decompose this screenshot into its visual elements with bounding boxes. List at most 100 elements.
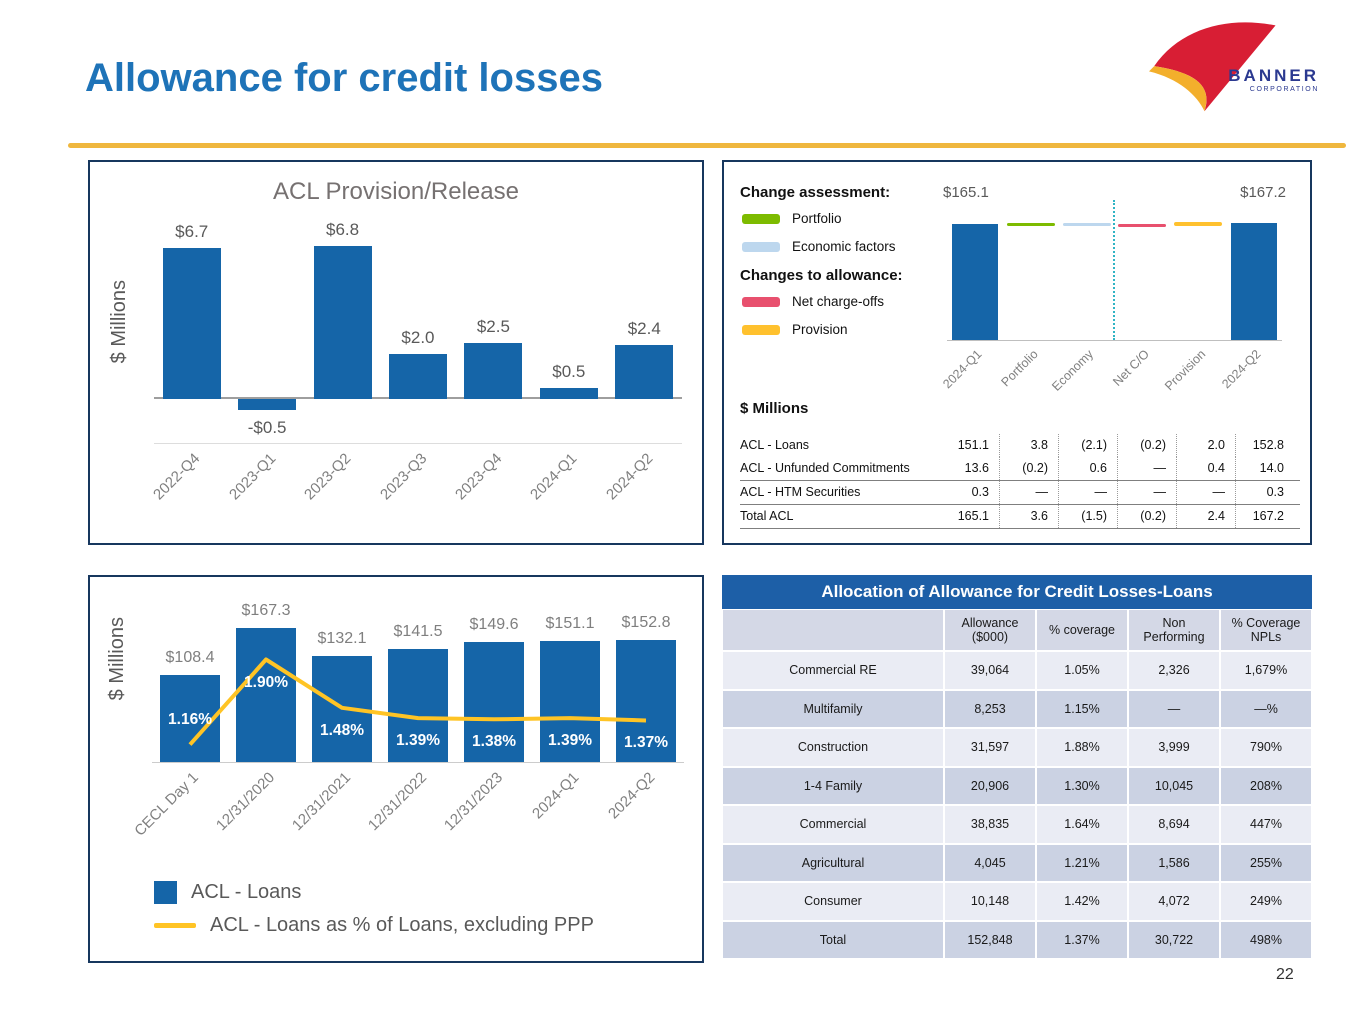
waterfall-start-label: $165.1 bbox=[943, 184, 989, 201]
row-label: Total ACL bbox=[740, 509, 794, 523]
table-cell: 4,072 bbox=[1128, 882, 1220, 921]
x-slot: 2024-Q2 bbox=[603, 446, 682, 536]
table-cell: 255% bbox=[1220, 843, 1312, 882]
bar-slot: -$0.5 bbox=[229, 222, 304, 444]
row-label: ACL - HTM Securities bbox=[740, 485, 861, 499]
table-cell: 0.3 bbox=[1235, 481, 1294, 504]
y-axis-label: $ Millions bbox=[106, 617, 128, 701]
table-cell: 167.2 bbox=[1235, 505, 1294, 528]
x-axis-label: 2023-Q4 bbox=[452, 450, 506, 504]
x-axis-label: 2023-Q3 bbox=[376, 450, 431, 504]
column-header bbox=[722, 609, 944, 651]
table-cell: Commercial bbox=[722, 805, 944, 844]
table-header-row: Allowance ($000)% coverage Non Performing… bbox=[722, 609, 1312, 651]
bar-slot: $2.5 bbox=[456, 222, 531, 444]
table-cell: Consumer bbox=[722, 882, 944, 921]
bar bbox=[313, 246, 372, 399]
table-cell: 10,045 bbox=[1128, 766, 1220, 805]
waterfall-bar bbox=[951, 224, 998, 340]
x-axis: 2024-Q1 Portfolio Economy Net C/O Provision 2… bbox=[941, 343, 1282, 413]
legend-swatch bbox=[742, 296, 780, 307]
table-row: ACL - HTM Securities 0.3— — — —0.3 bbox=[740, 480, 1300, 504]
table-cell: 0.4 bbox=[1176, 457, 1235, 480]
column-header: % coverage bbox=[1036, 609, 1128, 651]
x-slot: 2024-Q1 bbox=[529, 765, 608, 855]
table-cell: 14.0 bbox=[1235, 457, 1294, 480]
table-cell: — bbox=[1128, 689, 1220, 728]
x-axis-label: 2022-Q4 bbox=[150, 450, 204, 504]
table-cell: 151.1 bbox=[957, 438, 989, 452]
table-row: ACL - Loans 151.1 3.8 (2.1) (0.2) 2.0 152.8 bbox=[740, 434, 1300, 457]
column-header: % Coverage NPLs bbox=[1220, 609, 1312, 651]
bar-value-label: $0.5 bbox=[552, 361, 586, 381]
table-cell: (0.2) bbox=[1117, 434, 1176, 457]
table-row: Agricultural 4,045 1.21% 1,586 255% bbox=[722, 843, 1312, 882]
bar bbox=[312, 656, 372, 762]
bar-value-label: $108.4 bbox=[165, 649, 215, 667]
table-cell: 2,326 bbox=[1128, 651, 1220, 690]
column-header: Non Performing bbox=[1128, 609, 1220, 651]
divider-dotted-line bbox=[1113, 200, 1115, 340]
table-cell: 152.8 bbox=[1235, 434, 1294, 457]
table-cell: 0.3 bbox=[971, 485, 989, 499]
bar-value-label: $152.8 bbox=[621, 613, 671, 631]
table-cell: 1,679% bbox=[1220, 651, 1312, 690]
x-slot: 2023-Q4 bbox=[452, 446, 531, 536]
bar-slot: $6.7 bbox=[154, 222, 229, 444]
table-cell: Commercial RE bbox=[722, 651, 944, 690]
acl-loans-history-panel: $ Millions $108.4 $167.3 $132.1 $141.5 $149.… bbox=[88, 575, 704, 963]
table-cell: 152,848 bbox=[944, 920, 1036, 959]
table-row: Total ACL 165.1 3.6 (1.5) (0.2) 2.4 167.2 bbox=[740, 504, 1300, 529]
flag-icon bbox=[1149, 22, 1276, 112]
table-cell: 1,586 bbox=[1128, 843, 1220, 882]
waterfall-step bbox=[1062, 222, 1111, 227]
table-cell: 790% bbox=[1220, 728, 1312, 767]
table-cell: 31,597 bbox=[944, 728, 1036, 767]
bar bbox=[388, 354, 447, 399]
line-value-label: 1.39% bbox=[548, 732, 592, 750]
table-cell: 20,906 bbox=[944, 766, 1036, 805]
table-row: ACL - Unfunded Commitments 13.6 (0.2) 0.6—0… bbox=[740, 457, 1300, 480]
acl-provision-panel: ACL Provision/Release $ Millions $6.7 -$0… bbox=[88, 160, 704, 545]
legend-label: Economic factors bbox=[792, 239, 896, 254]
waterfall-legend: Change assessment: Portfolio Economic fact… bbox=[740, 176, 940, 350]
x-slot: Net C/O bbox=[1110, 343, 1170, 413]
logo-subtext: CORPORATION bbox=[1249, 86, 1319, 93]
line-value-label: 1.48% bbox=[320, 721, 364, 739]
legend-swatch bbox=[742, 241, 780, 252]
x-slot: 2024-Q1 bbox=[941, 343, 1003, 413]
bar-value-label: $141.5 bbox=[393, 622, 443, 640]
table-cell: — bbox=[1117, 481, 1176, 504]
x-slot: 12/31/2023 bbox=[441, 765, 532, 855]
line-value-label: 1.90% bbox=[244, 673, 288, 691]
waterfall-step bbox=[1174, 222, 1223, 226]
table-cell: Multifamily bbox=[722, 689, 944, 728]
x-axis-label: CECL Day 1 bbox=[131, 769, 203, 840]
bar-slot: $2.4 bbox=[607, 222, 682, 444]
x-slot: CECL Day 1 bbox=[131, 765, 228, 855]
waterfall-bar bbox=[1231, 222, 1278, 340]
legend-label: ACL - Loans bbox=[191, 881, 302, 903]
table-cell: Construction bbox=[722, 728, 944, 767]
table-cell: 30,722 bbox=[1128, 920, 1220, 959]
chart-bottom-line bbox=[154, 443, 682, 444]
banner-logo: BANNER CORPORATION bbox=[1149, 12, 1319, 127]
bar bbox=[539, 387, 598, 399]
bar-value-label: $149.6 bbox=[469, 616, 519, 634]
legend-item: ACL - Loans as % of Loans, excluding PPP bbox=[154, 914, 594, 937]
table-row: Commercial RE 39,064 1.05% 2,326 1,679% bbox=[722, 651, 1312, 690]
table-cell: 3.8 bbox=[999, 434, 1058, 457]
x-axis-label: 2023-Q2 bbox=[301, 450, 355, 504]
x-axis-label: 2024-Q2 bbox=[602, 450, 657, 504]
x-slot: 2024-Q1 bbox=[528, 446, 606, 536]
y-axis-label: $ Millions bbox=[108, 280, 130, 364]
legend-label: Net charge-offs bbox=[792, 294, 885, 309]
table-cell: 0.6 bbox=[1058, 457, 1117, 480]
bar-slot: $6.8 bbox=[305, 220, 380, 444]
x-slot: 2023-Q1 bbox=[226, 446, 304, 536]
table-title: Allocation of Allowance for Credit Losse… bbox=[722, 575, 1312, 609]
logo-name: BANNER bbox=[1228, 66, 1319, 85]
table-cell: Agricultural bbox=[722, 843, 944, 882]
bar-value-label: $167.3 bbox=[241, 602, 291, 620]
x-slot: Portfolio bbox=[998, 343, 1059, 413]
